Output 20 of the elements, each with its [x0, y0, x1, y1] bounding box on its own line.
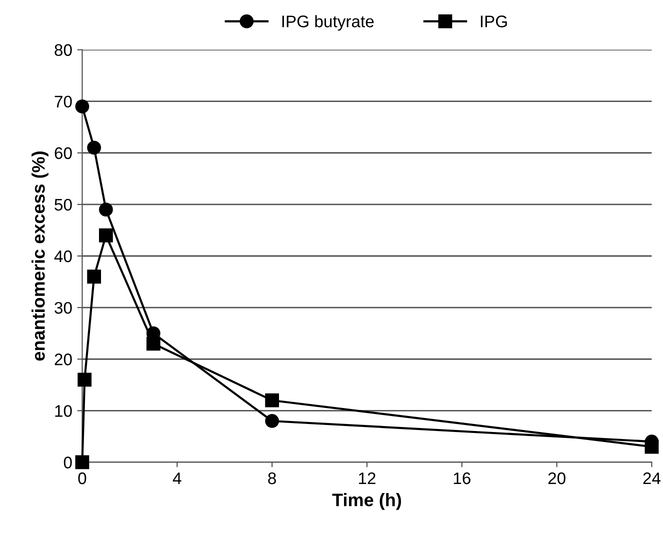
y-tick-label: 70 [54, 96, 72, 108]
x-tick-label: 24 [643, 472, 661, 484]
x-tick-label: 16 [454, 472, 470, 484]
legend-label: IPG butyrate [282, 15, 374, 31]
y-tick-label: 10 [55, 405, 72, 417]
y-tick-label: 30 [54, 302, 72, 314]
x-axis-title: Time (h) [332, 493, 402, 510]
y-tick-label: 0 [64, 456, 72, 468]
legend-label: IPG [480, 16, 507, 28]
y-tick-label: 20 [54, 354, 72, 366]
x-tick-label: 0 [78, 472, 86, 484]
y-axis-title: enantiomeric excess (%) [32, 152, 48, 361]
x-tick-label: 20 [548, 472, 566, 484]
y-tick-label: 50 [54, 198, 72, 211]
x-tick-label: 12 [358, 472, 376, 484]
y-tick-label: 80 [54, 44, 72, 56]
y-tick-label: 60 [54, 147, 72, 160]
x-tick-label: 4 [172, 472, 182, 484]
y-tick-label: 40 [54, 250, 72, 262]
x-tick-label: 8 [268, 472, 276, 484]
